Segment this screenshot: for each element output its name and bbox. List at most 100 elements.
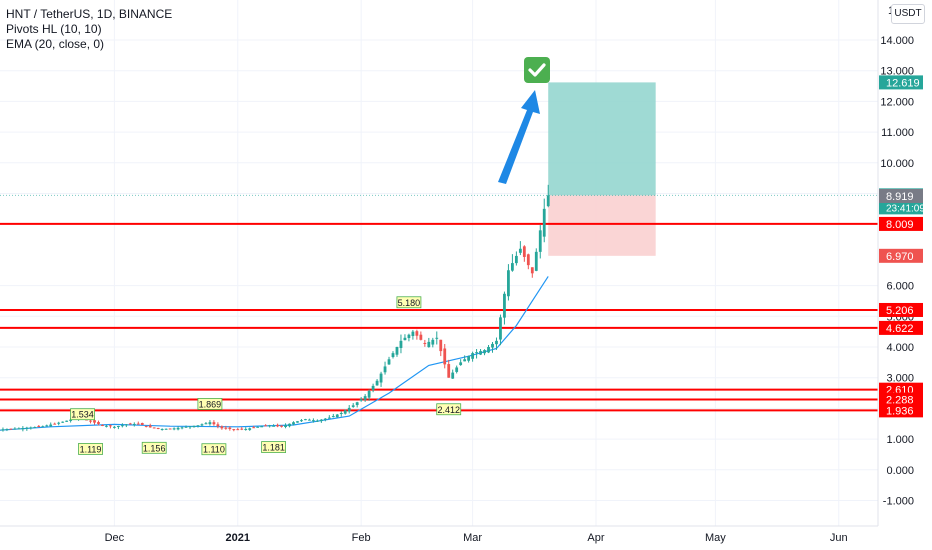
candle-body	[1, 429, 5, 431]
candle-body	[69, 419, 73, 421]
candle-body	[331, 416, 335, 418]
price-label-box	[879, 75, 923, 90]
candle-body	[387, 359, 391, 365]
price-tick-label: 4.000	[886, 342, 914, 354]
currency-button[interactable]: USDT	[891, 4, 925, 24]
candle-body	[13, 428, 17, 430]
position-tool[interactable]	[0, 82, 878, 256]
candle-body	[33, 427, 37, 429]
price-axis[interactable]: 14.00013.00012.00011.00010.0009.0006.000…	[877, 0, 925, 526]
symbol-title[interactable]: HNT / TetherUS, 1D, BINANCE	[6, 7, 173, 21]
time-tick-label: Dec	[105, 532, 125, 544]
candle-body	[319, 419, 323, 422]
candle-body	[522, 246, 526, 257]
indicator-ema[interactable]: EMA (20, close, 0)	[6, 37, 105, 51]
candle-body	[220, 426, 224, 429]
candle-body	[280, 425, 283, 427]
annotations[interactable]	[498, 57, 550, 184]
candle-body	[53, 423, 57, 425]
price-label-level[interactable]: 5.206	[879, 302, 923, 317]
candles	[0, 184, 550, 432]
candle-body	[415, 331, 419, 336]
price-label-stop[interactable]: 6.970	[879, 248, 923, 263]
candle-body	[487, 347, 490, 353]
candle-body	[57, 422, 61, 424]
price-tick-label: 13.000	[880, 66, 914, 78]
ema-polyline	[0, 276, 549, 431]
candle-body	[244, 428, 248, 430]
candle-body	[459, 362, 463, 366]
candle-body	[518, 248, 522, 253]
price-tick-label: 1.000	[886, 434, 914, 446]
candle-body	[272, 425, 275, 427]
pivot-label-text: 1.110	[203, 445, 225, 455]
price-label-level[interactable]: 4.622	[879, 320, 923, 335]
candle-body	[292, 422, 295, 425]
up-arrow[interactable]	[498, 90, 540, 184]
candle-body	[140, 423, 144, 425]
candle-body	[148, 425, 152, 428]
candle-body	[49, 424, 53, 427]
candle-body	[403, 337, 407, 341]
candle-body	[240, 428, 244, 430]
candle-body	[17, 428, 21, 430]
pivot-label-box	[70, 408, 95, 421]
price-label-level[interactable]: 1.936	[879, 403, 923, 418]
candle-body	[180, 427, 184, 429]
candle-body	[89, 420, 92, 422]
checkmark-icon[interactable]	[524, 57, 550, 83]
candle-body	[347, 407, 351, 412]
candle-body	[256, 426, 260, 428]
pivot-label: 2.412	[436, 403, 462, 416]
candle-body	[503, 293, 506, 318]
price-label-target[interactable]: 12.619	[879, 75, 923, 90]
candle-body	[538, 230, 542, 252]
candle-body	[455, 367, 459, 372]
pivot-label-box	[141, 441, 167, 454]
candle-body	[196, 425, 200, 427]
candle-body	[200, 424, 204, 426]
candle-body	[379, 373, 383, 383]
horizontal-levels[interactable]	[0, 222, 878, 412]
target-zone[interactable]	[548, 82, 656, 196]
candle-body	[339, 413, 343, 415]
candle-body	[479, 351, 482, 355]
candle-body	[312, 420, 315, 422]
candle-body	[495, 340, 498, 345]
candle-body	[109, 425, 112, 427]
candle-body	[343, 410, 347, 414]
stop-zone[interactable]	[548, 195, 656, 256]
candle-body	[176, 427, 180, 430]
price-label-box	[879, 403, 923, 418]
price-label-level[interactable]: 8.009	[879, 216, 923, 231]
candle-body	[355, 402, 359, 406]
pivot-label-box	[201, 443, 227, 456]
candle-body	[304, 419, 307, 421]
indicator-pivots[interactable]: Pivots HL (10, 10)	[6, 22, 102, 36]
candle-body	[395, 347, 399, 355]
candle-body	[65, 420, 69, 422]
candle-body	[276, 424, 279, 427]
candle-body	[21, 428, 25, 430]
price-label-prev[interactable]: 8.919	[879, 188, 923, 203]
pivot-label-box	[78, 443, 103, 455]
candle-body	[232, 429, 236, 431]
candle-body	[168, 428, 172, 430]
candle-body	[546, 195, 550, 207]
candle-body	[164, 428, 168, 430]
candle-body	[160, 428, 164, 430]
candle-body	[443, 348, 447, 365]
candle-body	[248, 428, 252, 430]
candle-body	[327, 417, 331, 419]
candle-body	[491, 343, 494, 348]
pivot-label: 1.119	[78, 443, 103, 455]
candle-body	[97, 422, 100, 424]
candle-body	[431, 339, 435, 345]
price-tick-label: 14.000	[880, 35, 914, 47]
candle-body	[188, 426, 192, 428]
pivot-label-text: 5.180	[398, 298, 421, 308]
candle-body	[375, 380, 379, 386]
time-axis[interactable]: Dec2021FebMarAprMayJunJul	[0, 525, 932, 544]
pivot-labels: 1.534 1.119 1.156 1.869 1.110 1.181 5.180 2.412	[70, 296, 462, 456]
